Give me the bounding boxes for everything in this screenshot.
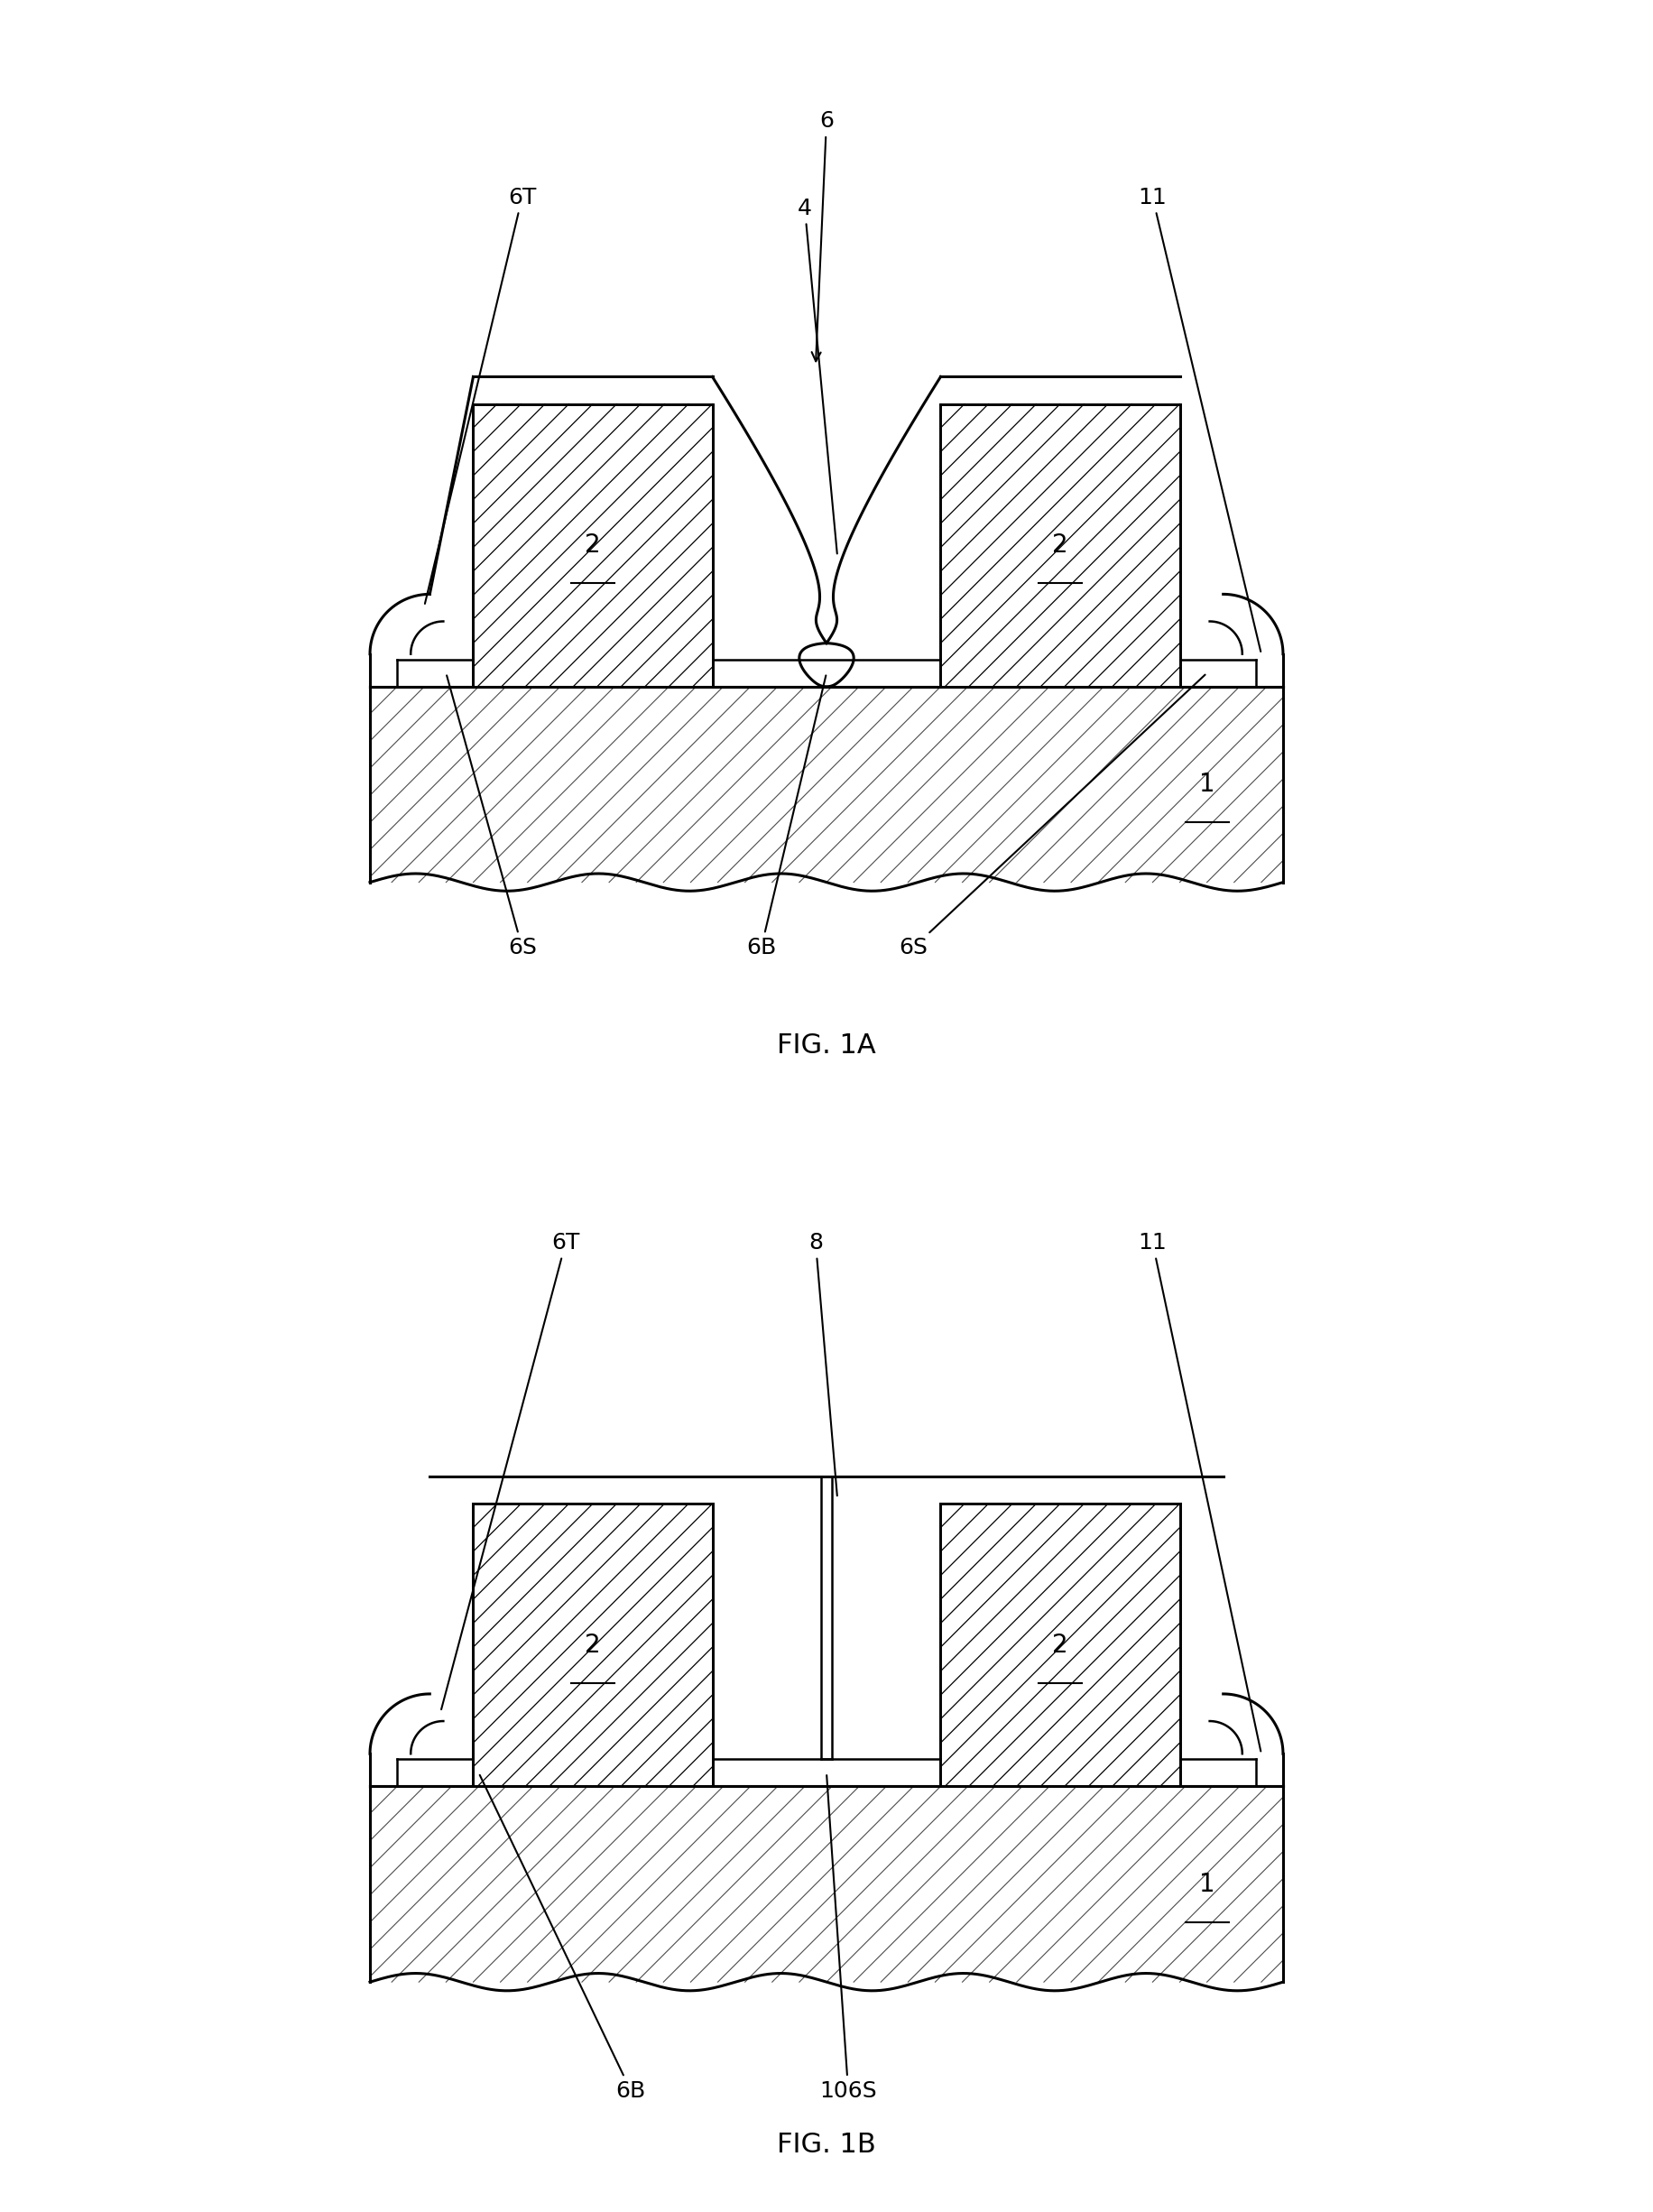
Text: FIG. 1A: FIG. 1A — [777, 1033, 876, 1060]
Text: 106S: 106S — [820, 1776, 878, 2101]
Text: 6B: 6B — [746, 675, 826, 958]
Text: 2: 2 — [1053, 1632, 1068, 1657]
Text: 4: 4 — [797, 197, 836, 553]
Text: 1: 1 — [1198, 772, 1215, 796]
Text: 6T: 6T — [425, 186, 536, 604]
Bar — [941, 1504, 1180, 1787]
Bar — [370, 1787, 1283, 1982]
Text: 8: 8 — [808, 1232, 836, 1495]
Bar — [473, 1504, 712, 1787]
Text: 6: 6 — [812, 111, 833, 361]
Bar — [941, 405, 1180, 686]
Text: FIG. 1B: FIG. 1B — [777, 2132, 876, 2159]
Bar — [473, 405, 712, 686]
Text: 6T: 6T — [441, 1232, 580, 1710]
Bar — [941, 1504, 1180, 1787]
Bar — [473, 405, 712, 686]
Text: 11: 11 — [1139, 1232, 1261, 1752]
Bar — [941, 405, 1180, 686]
Bar — [370, 686, 1283, 883]
Text: 2: 2 — [585, 533, 600, 557]
Text: 2: 2 — [585, 1632, 600, 1657]
Bar — [473, 1504, 712, 1787]
Text: 6B: 6B — [479, 1774, 646, 2101]
Text: 6S: 6S — [446, 675, 537, 958]
Text: 6S: 6S — [899, 675, 1205, 958]
Text: 1: 1 — [1198, 1871, 1215, 1898]
Text: 2: 2 — [1053, 533, 1068, 557]
Text: 11: 11 — [1139, 186, 1261, 653]
